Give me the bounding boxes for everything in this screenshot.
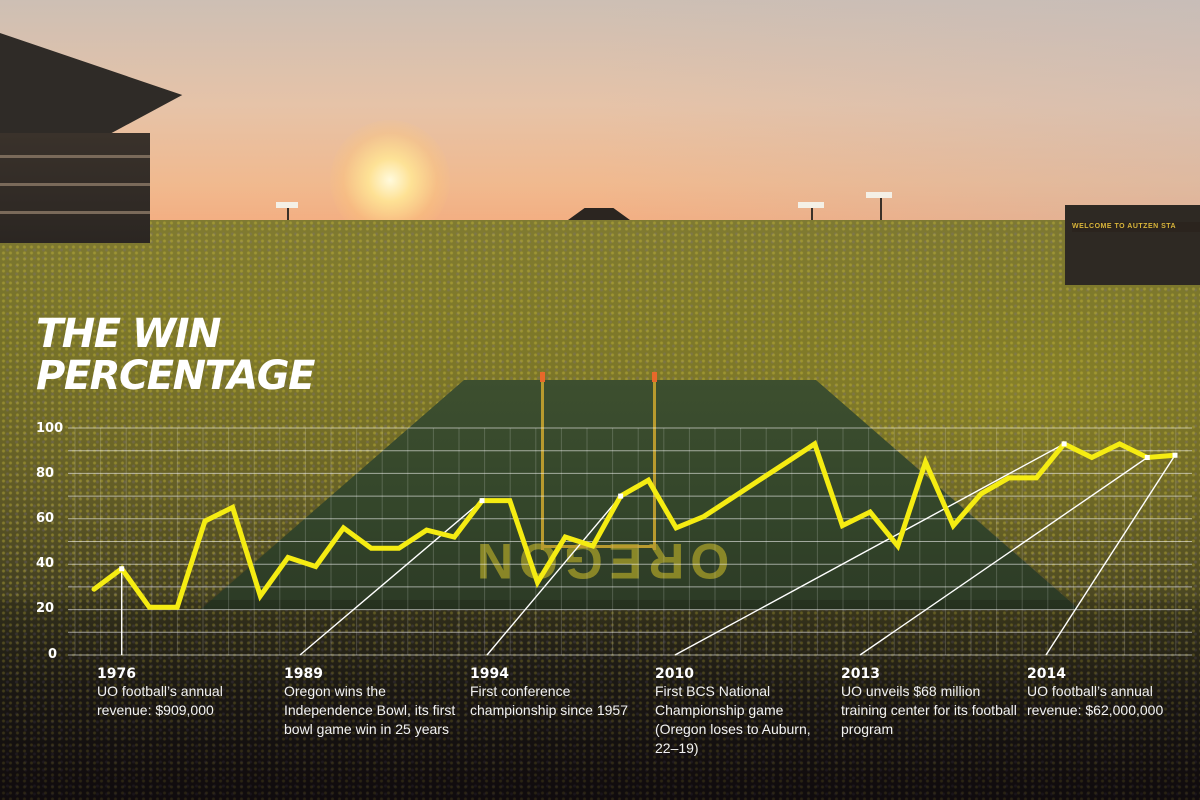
- annotation-marker: [119, 566, 125, 572]
- annotation-text: UO football’s annual revenue: $62,000,00…: [1027, 683, 1164, 718]
- goalpost: [653, 375, 656, 550]
- annotation-year: 2014: [1027, 666, 1066, 682]
- annotation-year: 1994: [470, 666, 509, 682]
- annotation-marker: [1144, 455, 1150, 461]
- annotation-year: 1976: [97, 666, 136, 682]
- light-tower-lamp: [866, 192, 892, 198]
- y-tick-0: 0: [48, 647, 58, 662]
- annotation-connector: [674, 443, 1065, 656]
- annotation-2013: 2013 UO unveils $68 million training cen…: [841, 666, 1021, 739]
- win-percentage-line: [91, 440, 1178, 610]
- chart-title-line-1: THE WIN: [36, 311, 221, 357]
- light-tower-lamp: [798, 202, 824, 208]
- annotation-text: UO unveils $68 million training center f…: [841, 683, 1017, 737]
- press-box-sign: WELCOME TO AUTZEN STA: [1072, 222, 1200, 232]
- annotation-connector: [859, 456, 1148, 656]
- west-grandstand: [0, 25, 190, 243]
- y-tick-60: 60: [36, 511, 55, 526]
- chart-grid: [68, 427, 1192, 656]
- annotation-year: 2010: [655, 666, 694, 682]
- annotation-connector: [299, 500, 483, 656]
- annotation-year: 1989: [284, 666, 323, 682]
- goalpost-flag: [540, 372, 545, 382]
- annotation-2010: 2010 First BCS National Championship gam…: [655, 666, 835, 758]
- y-tick-20: 20: [36, 601, 55, 616]
- goalpost: [541, 375, 544, 550]
- annotation-marker: [1172, 452, 1178, 458]
- annotation-connector: [486, 495, 622, 656]
- bottom-shade: [0, 600, 1200, 800]
- annotation-2014: 2014 UO football’s annual revenue: $62,0…: [1027, 666, 1192, 720]
- y-tick-80: 80: [36, 466, 55, 481]
- annotation-marker: [618, 493, 624, 499]
- annotation-connector: [1045, 454, 1176, 656]
- goalpost-flag: [652, 372, 657, 382]
- chart-title: THE WIN PERCENTAGE: [36, 311, 315, 399]
- annotation-marker: [1061, 441, 1067, 447]
- annotation-text: First BCS National Championship game (Or…: [655, 683, 811, 756]
- annotation-marker: [479, 498, 485, 504]
- annotation-1976: 1976 UO football’s annual revenue: $909,…: [97, 666, 277, 720]
- annotation-text: Oregon wins the Independence Bowl, its f…: [284, 683, 456, 737]
- chart-title-line-2: PERCENTAGE: [36, 353, 315, 399]
- annotation-connectors: [121, 443, 1176, 656]
- annotation-dots: [119, 441, 1178, 572]
- y-tick-100: 100: [36, 421, 64, 436]
- annotation-year: 2013: [841, 666, 880, 682]
- annotation-text: UO football’s annual revenue: $909,000: [97, 683, 223, 718]
- annotation-1994: 1994 First conference championship since…: [470, 666, 650, 720]
- light-tower-lamp: [276, 202, 298, 208]
- goalpost-crossbar: [541, 545, 656, 548]
- y-tick-40: 40: [36, 556, 55, 571]
- annotation-1989: 1989 Oregon wins the Independence Bowl, …: [284, 666, 464, 739]
- annotation-text: First conference championship since 1957: [470, 683, 628, 718]
- press-box: [1065, 205, 1200, 285]
